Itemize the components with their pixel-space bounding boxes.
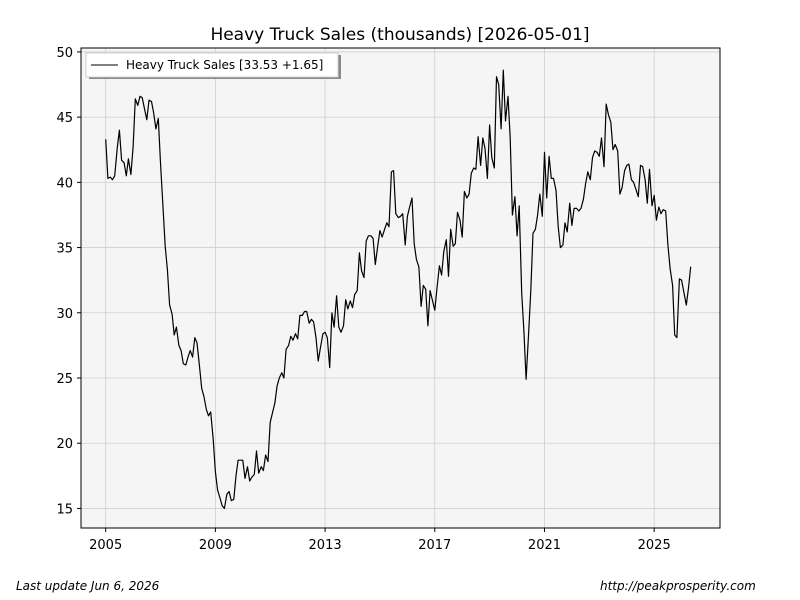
x-tick-label: 2025 [638, 538, 671, 553]
series-layer [105, 69, 692, 509]
y-tick-label: 20 [56, 437, 73, 452]
x-tick-label: 2005 [89, 538, 122, 553]
y-tick-label: 35 [56, 242, 73, 257]
y-axis: 15 20 25 30 35 40 45 50 [56, 46, 81, 517]
x-tick-label: 2013 [309, 538, 342, 553]
y-tick-label: 45 [56, 111, 73, 126]
x-axis: 2005 2009 2013 2017 2021 2025 [89, 528, 671, 553]
legend: Heavy Truck Sales [33.53 +1.65] [85, 52, 341, 79]
y-tick-label: 50 [56, 46, 73, 61]
source-url-text: http://peakprosperity.com [600, 579, 756, 593]
y-tick-label: 30 [56, 307, 73, 322]
legend-box [85, 52, 339, 78]
plot-frame [80, 47, 721, 529]
x-tick-label: 2021 [528, 538, 561, 553]
chart-title: Heavy Truck Sales (thousands) [2026-05-0… [210, 25, 589, 45]
y-tick-label: 40 [56, 176, 73, 191]
x-tick-label: 2017 [418, 538, 451, 553]
grid [81, 48, 720, 528]
x-tick-label: 2009 [199, 538, 232, 553]
plot-area [81, 48, 720, 528]
y-tick-label: 15 [56, 502, 73, 517]
y-tick-label: 25 [56, 372, 73, 387]
series-line-heavy-truck-sales [105, 69, 692, 509]
legend-label: Heavy Truck Sales [33.53 +1.65] [126, 58, 323, 72]
last-update-text: Last update Jun 6, 2026 [16, 579, 160, 593]
